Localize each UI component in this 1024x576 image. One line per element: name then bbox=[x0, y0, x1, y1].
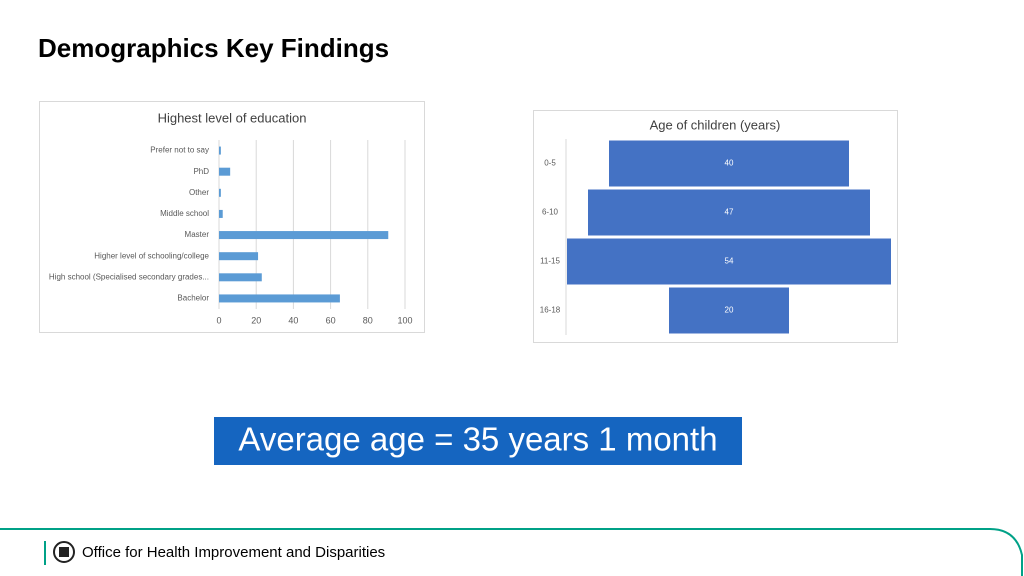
footer-text: Office for Health Improvement and Dispar… bbox=[82, 544, 385, 561]
bar bbox=[219, 231, 389, 240]
bar bbox=[219, 209, 223, 218]
x-tick-label: 60 bbox=[326, 315, 336, 325]
y-tick-label: Master bbox=[185, 230, 210, 239]
bar bbox=[588, 189, 870, 236]
data-label: 40 bbox=[725, 159, 734, 168]
chart-title: Highest level of education bbox=[158, 110, 307, 125]
bar bbox=[567, 238, 891, 285]
x-tick-label: 40 bbox=[288, 315, 298, 325]
y-tick-label: Other bbox=[189, 188, 209, 197]
x-tick-label: 100 bbox=[397, 315, 412, 325]
y-tick-label: PhD bbox=[193, 167, 209, 176]
bar bbox=[219, 273, 262, 282]
y-tick-label: 6-10 bbox=[542, 208, 559, 217]
bar bbox=[219, 146, 221, 155]
callout-box bbox=[214, 417, 742, 465]
y-tick-label: Bachelor bbox=[177, 294, 209, 303]
x-tick-label: 20 bbox=[251, 315, 261, 325]
y-tick-label: 0-5 bbox=[544, 159, 556, 168]
chart-frame bbox=[39, 101, 425, 333]
bar bbox=[609, 140, 849, 187]
data-label: 54 bbox=[725, 257, 734, 266]
crest-logo bbox=[53, 541, 75, 563]
y-tick-label: 16-18 bbox=[540, 306, 561, 315]
footer-curve bbox=[0, 528, 1023, 576]
y-tick-label: Middle school bbox=[160, 209, 209, 218]
data-label: 47 bbox=[725, 208, 734, 217]
y-tick-label: 11-15 bbox=[540, 257, 560, 266]
bar bbox=[219, 252, 259, 261]
slide-title: Demographics Key Findings bbox=[38, 33, 389, 63]
bar bbox=[219, 188, 221, 197]
x-tick-label: 80 bbox=[363, 315, 373, 325]
y-tick-label: Prefer not to say bbox=[150, 146, 209, 155]
bar bbox=[219, 294, 340, 303]
x-tick-label: 0 bbox=[216, 315, 221, 325]
bar bbox=[669, 287, 789, 334]
y-tick-label: High school (Specialised secondary grade… bbox=[49, 272, 209, 281]
data-label: 20 bbox=[725, 306, 734, 315]
chart-title: Age of children (years) bbox=[650, 117, 781, 132]
y-tick-label: Higher level of schooling/college bbox=[94, 251, 209, 260]
callout-text: Average age = 35 years 1 month bbox=[238, 421, 717, 458]
bar bbox=[219, 167, 231, 176]
